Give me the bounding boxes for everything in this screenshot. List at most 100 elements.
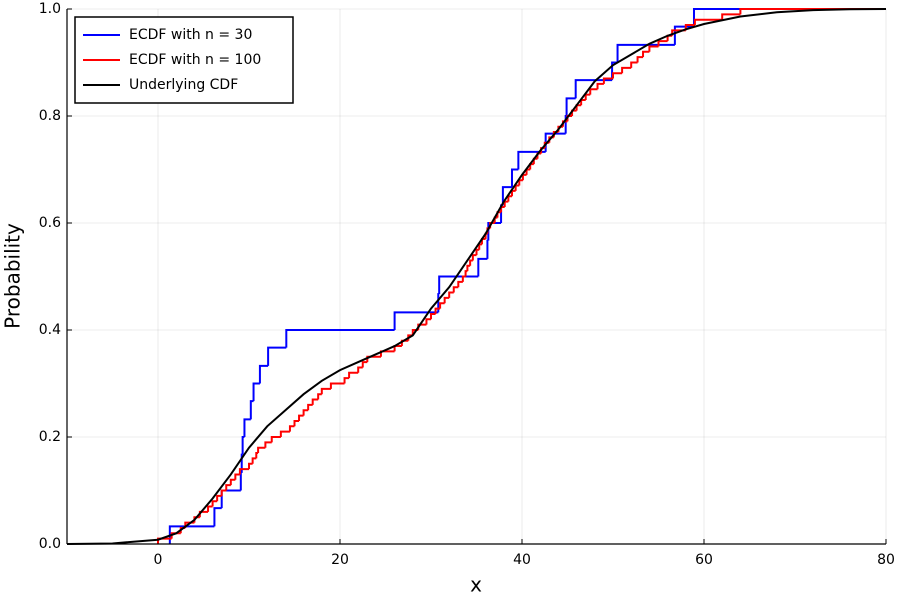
ecdf-step	[157, 537, 172, 544]
ecdf-step	[288, 425, 295, 432]
ecdf-step	[258, 364, 269, 384]
x-tick-label: 80	[877, 552, 895, 568]
ecdf-step	[517, 150, 546, 170]
ecdf-step	[393, 345, 402, 352]
ecdf-step	[500, 205, 505, 213]
y-tick-label: 1.0	[39, 1, 61, 17]
legend: ECDF with n = 30 ECDF with n = 100 Underly…	[74, 16, 294, 104]
cdf-line	[67, 8, 886, 545]
ecdf-step	[475, 248, 480, 256]
ecdf-step	[285, 329, 395, 348]
ecdf-step	[452, 286, 459, 293]
ecdf-step	[225, 484, 231, 491]
ecdf-step	[443, 296, 450, 304]
y-tick-label: 0.2	[39, 429, 61, 445]
ecdf-step	[234, 473, 240, 480]
ecdf-step	[229, 478, 236, 486]
y-tick-label: 0.0	[39, 536, 61, 552]
x-axis-label: x	[470, 573, 482, 597]
ecdf-step	[311, 398, 319, 405]
ecdf-step	[448, 291, 454, 298]
ecdf-step	[239, 471, 242, 491]
ecdf-step	[270, 436, 281, 443]
ecdf-step	[298, 414, 304, 421]
ecdf-step	[220, 489, 241, 509]
ecdf-step	[264, 441, 272, 448]
ecdf-step	[255, 452, 259, 459]
ecdf-step	[529, 163, 534, 170]
ecdf-step	[343, 377, 350, 384]
ecdf-step	[621, 66, 632, 74]
ecdf-step	[487, 222, 502, 241]
ecdf-step	[602, 77, 613, 84]
ecdf-step	[525, 168, 531, 175]
ecdf-step	[211, 500, 218, 507]
x-tick-label: 0	[154, 552, 163, 568]
ecdf-step	[596, 82, 604, 90]
ecdf-step	[574, 79, 613, 99]
ecdf-step	[501, 186, 512, 206]
y-axis-label: Probability	[1, 223, 25, 329]
ecdf-step	[437, 293, 440, 313]
ecdf-step	[612, 72, 623, 79]
ecdf-step	[439, 302, 445, 309]
x-tick-label: 40	[513, 552, 531, 568]
ecdf-step	[302, 409, 309, 416]
ecdf-step	[510, 189, 516, 197]
ecdf-step	[220, 489, 227, 496]
ecdf-step	[630, 61, 638, 68]
ecdf-step	[477, 257, 488, 277]
ecdf-step	[249, 400, 254, 420]
ecdf-step	[486, 239, 489, 259]
y-tick-label: 0.4	[39, 322, 61, 338]
ecdf-step	[565, 97, 576, 116]
ecdf-step	[521, 173, 527, 181]
ecdf-step	[329, 382, 345, 389]
legend-box	[74, 16, 294, 104]
ecdf-step	[580, 98, 586, 106]
ecdf-step	[584, 93, 591, 100]
ecdf-step	[216, 494, 222, 502]
ecdf-step	[636, 56, 644, 63]
ecdf-step	[207, 505, 213, 512]
ecdf-step	[361, 361, 368, 368]
ecdf-step	[616, 43, 675, 63]
ecdf-step	[648, 45, 659, 52]
ecdf-step	[238, 468, 249, 475]
ecdf-step	[503, 200, 509, 207]
ecdf-step	[317, 393, 322, 400]
ecdf-step	[198, 510, 209, 518]
legend-label: ECDF with n = 30	[129, 27, 252, 43]
ecdf-step	[257, 446, 266, 454]
ecdf-step	[642, 50, 650, 58]
ecdf-step	[357, 366, 363, 373]
ecdf-step	[469, 259, 473, 266]
ecdf-step	[251, 457, 257, 464]
ecdf-step	[471, 254, 477, 261]
ecdf-step	[307, 403, 313, 411]
ecdf-step	[366, 355, 381, 363]
y-tick-label: 0.6	[39, 215, 61, 231]
ecdf-step	[434, 307, 441, 314]
ecdf-step	[721, 13, 741, 20]
ecdf-step	[243, 418, 251, 437]
ecdf-step	[693, 18, 723, 26]
x-tick-label: 20	[331, 552, 349, 568]
ecdf-step	[348, 371, 359, 379]
y-tick-label: 0.8	[39, 108, 61, 124]
ecdf-step	[507, 195, 512, 202]
ecdf-step	[248, 462, 253, 470]
ecdf-step	[267, 346, 287, 366]
ecdf-step	[461, 275, 466, 282]
ecdf-step	[466, 264, 471, 272]
ecdf-step	[673, 25, 694, 45]
ecdf-step	[425, 318, 431, 325]
legend-label: ECDF with n = 100	[129, 52, 261, 68]
ecdf-step	[589, 88, 598, 95]
ecdf-step	[393, 311, 439, 330]
legend-label: Underlying CDF	[129, 77, 238, 93]
ecdf-step	[457, 280, 463, 288]
ecdf-step	[252, 382, 260, 402]
